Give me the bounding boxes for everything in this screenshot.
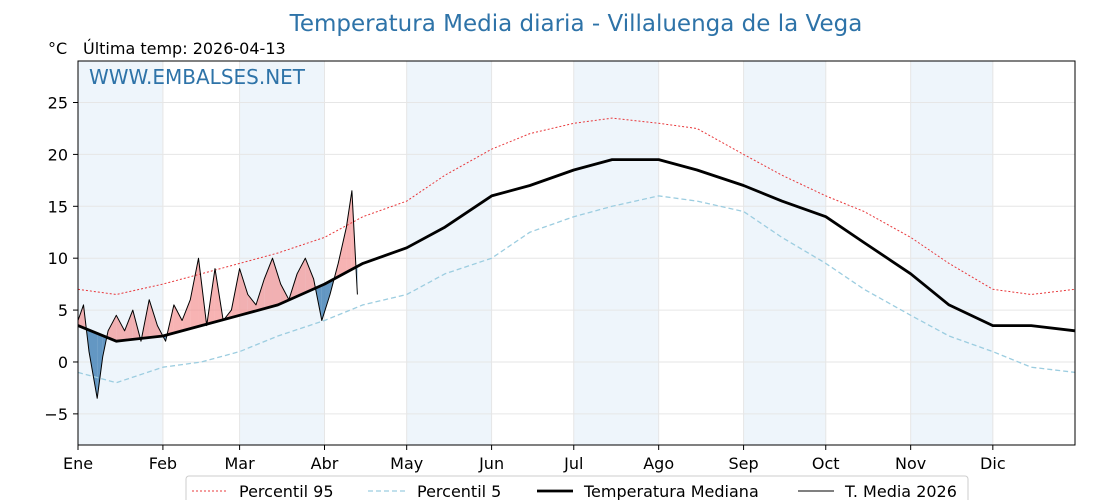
anomaly-fills (78, 190, 358, 399)
x-tick-label: Sep (729, 454, 759, 473)
anomaly-below-fill (97, 333, 103, 399)
legend-label-p5: Percentil 5 (417, 482, 501, 500)
anomaly-above-fill (272, 258, 281, 307)
x-tick-label: Ago (643, 454, 674, 473)
anomaly-above-fill (116, 315, 125, 342)
series-line-median (77, 158, 1076, 343)
anomaly-above-fill (239, 268, 248, 316)
legend-box (185, 475, 969, 500)
x-tick-label: May (390, 454, 423, 473)
x-tick-label: Feb (149, 454, 177, 473)
anomaly-above-fill (305, 258, 314, 293)
month-band (239, 61, 325, 445)
month-band (743, 61, 826, 445)
x-tick-label: Jun (478, 454, 504, 473)
y-tick-label: 0 (58, 353, 68, 372)
plot-frame (77, 60, 1076, 446)
series-line-percentil-95 (77, 117, 1076, 295)
series-lines (77, 117, 1076, 399)
anomaly-above-fill (297, 258, 306, 297)
anomaly-above-fill (182, 299, 191, 331)
y-tick-label: 5 (58, 301, 68, 320)
watermark-text: WWW.EMBALSES.NET (89, 65, 306, 89)
legend: Percentil 95 Percentil 5 Temperatura Med… (185, 475, 969, 500)
y-tick-label: 10 (48, 249, 68, 268)
anomaly-above-fill (338, 227, 347, 277)
x-axis: Ene Feb Mar Abr May Jun Jul Ago Sep Oct Nov Dic (63, 445, 1006, 473)
x-tick-label: Mar (225, 454, 256, 473)
y-tick-label: 15 (48, 197, 68, 216)
month-bands (78, 61, 993, 445)
month-band (78, 61, 163, 445)
anomaly-below-fill (321, 281, 330, 321)
y-tick-label: 20 (48, 145, 68, 164)
chart-title: Temperatura Media diaria - Villaluenga d… (289, 11, 863, 37)
anomaly-above-fill (346, 190, 352, 273)
x-tick-label: Dic (980, 454, 1006, 473)
series-line-percentil-5 (77, 195, 1076, 384)
anomaly-below-fill (88, 330, 98, 399)
anomaly-above-fill (190, 258, 199, 329)
month-band (573, 61, 659, 445)
anomaly-above-fill (264, 258, 273, 309)
y-tick-label: 25 (48, 94, 68, 113)
x-tick-label: Abr (311, 454, 339, 473)
y-tick-label: −5 (44, 405, 68, 424)
anomaly-above-fill (108, 315, 117, 342)
anomaly-above-fill (173, 304, 183, 334)
anomaly-above-fill (149, 299, 158, 338)
anomaly-above-fill (124, 310, 133, 341)
x-tick-label: Oct (812, 454, 840, 473)
x-tick-label: Ene (63, 454, 93, 473)
anomaly-above-fill (247, 294, 257, 314)
month-band (406, 61, 492, 445)
last-temp-label: Última temp: 2026-04-13 (83, 39, 286, 58)
month-band (910, 61, 993, 445)
series-line-2026 (77, 190, 358, 399)
x-tick-label: Nov (895, 454, 926, 473)
legend-label-year: T. Media 2026 (844, 482, 957, 500)
x-tick-label: Jul (563, 454, 583, 473)
legend-label-p95: Percentil 95 (239, 482, 334, 500)
anomaly-above-fill (78, 304, 84, 328)
y-unit-label: °C (48, 39, 67, 58)
legend-label-median: Temperatura Mediana (583, 482, 759, 500)
y-axis: −5 0 5 10 15 20 25 (44, 94, 78, 424)
